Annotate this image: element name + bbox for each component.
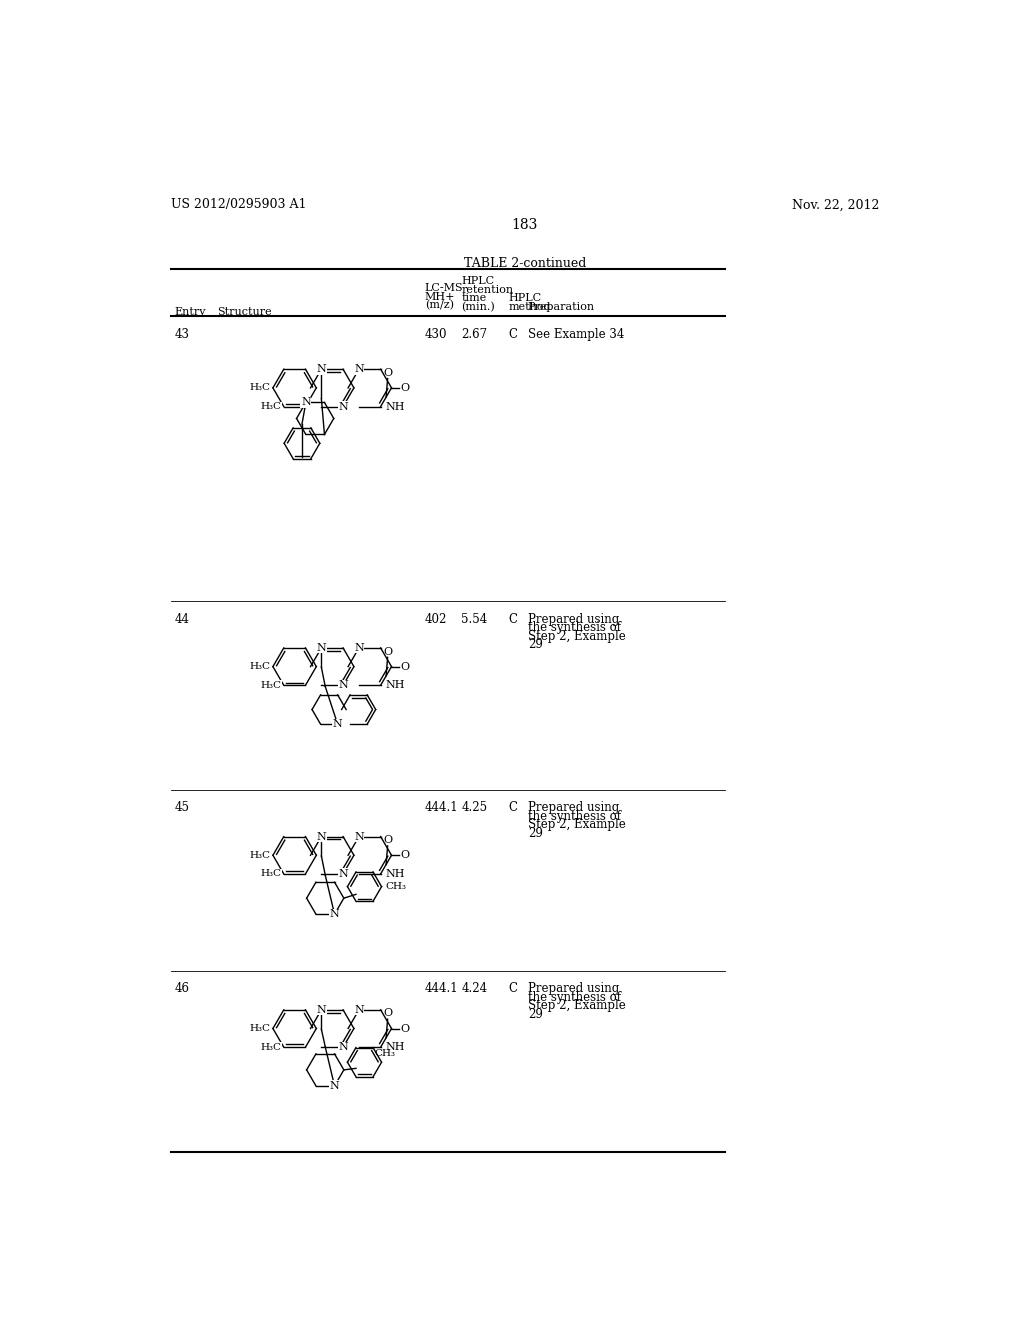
Text: N: N bbox=[330, 1081, 339, 1090]
Text: O: O bbox=[400, 661, 410, 672]
Text: N: N bbox=[338, 401, 348, 412]
Text: TABLE 2-continued: TABLE 2-continued bbox=[464, 257, 586, 271]
Text: 44: 44 bbox=[174, 612, 189, 626]
Text: 29: 29 bbox=[528, 1007, 543, 1020]
Text: time: time bbox=[461, 293, 486, 304]
Text: Entry: Entry bbox=[174, 308, 206, 317]
Text: 430: 430 bbox=[425, 327, 447, 341]
Text: C: C bbox=[509, 982, 517, 995]
Text: 5.54: 5.54 bbox=[461, 612, 487, 626]
Text: N: N bbox=[333, 719, 342, 729]
Text: N: N bbox=[354, 832, 364, 842]
Text: US 2012/0295903 A1: US 2012/0295903 A1 bbox=[171, 198, 306, 211]
Text: 444.1: 444.1 bbox=[425, 801, 459, 814]
Text: 2.67: 2.67 bbox=[461, 327, 487, 341]
Text: N: N bbox=[301, 397, 310, 408]
Text: NH: NH bbox=[385, 680, 404, 690]
Text: 183: 183 bbox=[512, 218, 538, 232]
Text: H₃C: H₃C bbox=[260, 870, 282, 878]
Text: C: C bbox=[509, 327, 517, 341]
Text: 45: 45 bbox=[174, 801, 189, 814]
Text: N: N bbox=[316, 643, 327, 653]
Text: O: O bbox=[383, 647, 392, 656]
Text: C: C bbox=[509, 612, 517, 626]
Text: H₃C: H₃C bbox=[260, 681, 282, 690]
Text: NH: NH bbox=[385, 869, 404, 879]
Text: 402: 402 bbox=[425, 612, 447, 626]
Text: O: O bbox=[383, 1008, 392, 1019]
Text: 444.1: 444.1 bbox=[425, 982, 459, 995]
Text: N: N bbox=[354, 643, 364, 653]
Text: Prepared using: Prepared using bbox=[528, 801, 620, 814]
Text: 46: 46 bbox=[174, 982, 189, 995]
Text: retention: retention bbox=[461, 285, 513, 294]
Text: H₃C: H₃C bbox=[250, 1024, 270, 1034]
Text: Step 2, Example: Step 2, Example bbox=[528, 999, 626, 1012]
Text: MH+: MH+ bbox=[425, 292, 456, 301]
Text: N: N bbox=[338, 680, 348, 690]
Text: See Example 34: See Example 34 bbox=[528, 327, 625, 341]
Text: N: N bbox=[354, 364, 364, 374]
Text: N: N bbox=[338, 1043, 348, 1052]
Text: 4.25: 4.25 bbox=[461, 801, 487, 814]
Text: 29: 29 bbox=[528, 826, 543, 840]
Text: O: O bbox=[383, 368, 392, 378]
Text: the synthesis of: the synthesis of bbox=[528, 622, 621, 634]
Text: the synthesis of: the synthesis of bbox=[528, 991, 621, 1003]
Text: 43: 43 bbox=[174, 327, 189, 341]
Text: (min.): (min.) bbox=[461, 302, 495, 312]
Text: HPLC: HPLC bbox=[509, 293, 542, 304]
Text: Structure: Structure bbox=[217, 308, 271, 317]
Text: Step 2, Example: Step 2, Example bbox=[528, 630, 626, 643]
Text: O: O bbox=[383, 836, 392, 845]
Text: 4.24: 4.24 bbox=[461, 982, 487, 995]
Text: N: N bbox=[316, 364, 327, 374]
Text: Prepared using: Prepared using bbox=[528, 612, 620, 626]
Text: the synthesis of: the synthesis of bbox=[528, 810, 621, 822]
Text: H₃C: H₃C bbox=[250, 383, 270, 392]
Text: H₃C: H₃C bbox=[250, 851, 270, 859]
Text: H₃C: H₃C bbox=[260, 1043, 282, 1052]
Text: Preparation: Preparation bbox=[528, 302, 595, 312]
Text: O: O bbox=[400, 1023, 410, 1034]
Text: N: N bbox=[316, 832, 327, 842]
Text: O: O bbox=[400, 850, 410, 861]
Text: O: O bbox=[400, 383, 410, 393]
Text: method: method bbox=[509, 302, 551, 312]
Text: NH: NH bbox=[385, 1043, 404, 1052]
Text: CH₃: CH₃ bbox=[375, 1049, 395, 1059]
Text: N: N bbox=[330, 909, 339, 919]
Text: NH: NH bbox=[385, 401, 404, 412]
Text: C: C bbox=[509, 801, 517, 814]
Text: Nov. 22, 2012: Nov. 22, 2012 bbox=[793, 198, 880, 211]
Text: N: N bbox=[338, 869, 348, 879]
Text: N: N bbox=[354, 1005, 364, 1015]
Text: N: N bbox=[316, 1005, 327, 1015]
Text: (m/z): (m/z) bbox=[425, 300, 454, 310]
Text: Step 2, Example: Step 2, Example bbox=[528, 818, 626, 832]
Text: Prepared using: Prepared using bbox=[528, 982, 620, 995]
Text: CH₃: CH₃ bbox=[385, 882, 407, 891]
Text: H₃C: H₃C bbox=[260, 403, 282, 411]
Text: LC-MS: LC-MS bbox=[425, 284, 464, 293]
Text: H₃C: H₃C bbox=[250, 663, 270, 671]
Text: 29: 29 bbox=[528, 638, 543, 651]
Text: HPLC: HPLC bbox=[461, 276, 495, 286]
